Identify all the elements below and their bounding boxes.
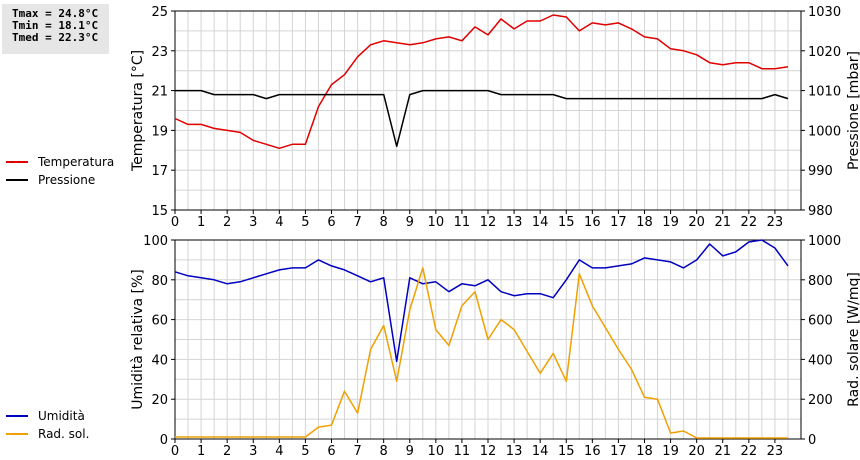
stat-tmed: Tmed = 22.3°C (12, 31, 99, 44)
top-y-tick-label: 21 (151, 85, 168, 100)
bottom-series-1-line (175, 267, 788, 439)
bottom-y2-tick-label: 600 (808, 314, 833, 329)
bottom-x-tick-label: 6 (327, 444, 335, 459)
top-x-tick-label: 22 (741, 215, 758, 230)
bottom-y-tick-label: 100 (143, 234, 168, 249)
top-x-tick-label: 1 (197, 215, 205, 230)
top-y-tick-label: 25 (151, 5, 168, 20)
top-x-tick-label: 21 (714, 215, 731, 230)
bottom-x-tick-label: 13 (506, 444, 523, 459)
top-y2-tick-label: 990 (808, 164, 833, 179)
top-y-tick-label: 17 (151, 164, 168, 179)
top-y2-tick-label: 980 (808, 204, 833, 219)
top-x-tick-label: 12 (480, 215, 497, 230)
bottom-y-tick-label: 20 (151, 393, 168, 408)
bottom-x-tick-label: 16 (584, 444, 601, 459)
stat-tmin: Tmin = 18.1°C (12, 19, 99, 32)
top-x-tick-label: 11 (454, 215, 471, 230)
top-series-0-line (174, 14, 789, 150)
bottom-x-tick-label: 4 (275, 444, 283, 459)
bottom-y2-axis-title: Rad. solare [W/mq] (846, 272, 860, 407)
top-x-tick-label: 17 (610, 215, 627, 230)
top-x-tick-label: 8 (380, 215, 388, 230)
bottom-x-tick-label: 12 (480, 444, 497, 459)
stat-tmax: Tmax = 24.8°C (12, 7, 99, 20)
bottom-x-tick-label: 14 (532, 444, 549, 459)
bottom-x-tick-label: 18 (636, 444, 653, 459)
top-y-tick-label: 19 (151, 124, 168, 139)
bottom-series-0-line (174, 239, 789, 363)
bottom-y2-tick-label: 1000 (808, 234, 841, 249)
top-x-tick-label: 15 (558, 215, 575, 230)
top-x-tick-label: 2 (223, 215, 231, 230)
stats-box: Tmax = 24.8°C Tmin = 18.1°C Tmed = 22.3°… (2, 4, 109, 54)
bottom-x-tick-label: 15 (558, 444, 575, 459)
bottom-x-tick-label: 3 (249, 444, 257, 459)
bottom-y2-tick-label: 400 (808, 353, 833, 368)
top-x-tick-label: 13 (506, 215, 523, 230)
top-x-tick-label: 3 (249, 215, 257, 230)
bottom-y-tick-label: 80 (151, 274, 168, 289)
bottom-y-axis-title: Umidità relativa [%] (130, 269, 146, 410)
bottom-x-tick-label: 5 (301, 444, 309, 459)
bottom-legend-label: Umidità (38, 409, 85, 423)
top-x-tick-label: 5 (301, 215, 309, 230)
top-x-tick-label: 10 (428, 215, 445, 230)
top-y-tick-label: 15 (151, 204, 168, 219)
bottom-y2-tick-label: 200 (808, 393, 833, 408)
bottom-x-tick-label: 20 (688, 444, 705, 459)
bottom-x-tick-label: 17 (610, 444, 627, 459)
bottom-y-tick-label: 40 (151, 353, 168, 368)
top-y2-axis-title: Pressione [mbar] (846, 51, 860, 170)
top-legend-label: Temperatura (37, 155, 114, 169)
top-x-tick-label: 4 (275, 215, 283, 230)
bottom-y-tick-label: 60 (151, 314, 168, 329)
bottom-x-tick-label: 2 (223, 444, 231, 459)
bottom-x-tick-label: 19 (662, 444, 679, 459)
bottom-y-tick-label: 0 (160, 433, 168, 448)
bottom-x-tick-label: 7 (353, 444, 361, 459)
bottom-legend-label: Rad. sol. (38, 427, 89, 441)
top-x-tick-label: 0 (171, 215, 179, 230)
top-x-tick-label: 23 (767, 215, 784, 230)
bottom-x-tick-label: 21 (714, 444, 731, 459)
bottom-x-tick-label: 10 (428, 444, 445, 459)
top-y2-tick-label: 1010 (808, 85, 841, 100)
top-x-tick-label: 18 (636, 215, 653, 230)
top-y2-tick-label: 1000 (808, 124, 841, 139)
bottom-x-tick-label: 11 (454, 444, 471, 459)
bottom-y2-tick-label: 0 (808, 433, 816, 448)
top-x-tick-label: 14 (532, 215, 549, 230)
top-x-tick-label: 20 (688, 215, 705, 230)
top-x-tick-label: 9 (406, 215, 414, 230)
top-y2-tick-label: 1030 (808, 5, 841, 20)
top-series-1-line (175, 89, 789, 148)
top-x-tick-label: 16 (584, 215, 601, 230)
bottom-x-tick-label: 23 (767, 444, 784, 459)
top-x-tick-label: 6 (327, 215, 335, 230)
bottom-x-tick-label: 1 (197, 444, 205, 459)
top-legend-label: Pressione (38, 173, 95, 187)
bottom-x-tick-label: 9 (406, 444, 414, 459)
top-y-tick-label: 23 (151, 45, 168, 60)
top-y2-tick-label: 1020 (808, 45, 841, 60)
top-x-tick-label: 7 (353, 215, 361, 230)
bottom-x-tick-label: 8 (380, 444, 388, 459)
bottom-y2-tick-label: 800 (808, 274, 833, 289)
top-x-tick-label: 19 (662, 215, 679, 230)
top-y-axis-title: Temperatura [°C] (130, 50, 146, 172)
bottom-x-tick-label: 0 (171, 444, 179, 459)
bottom-x-tick-label: 22 (741, 444, 758, 459)
